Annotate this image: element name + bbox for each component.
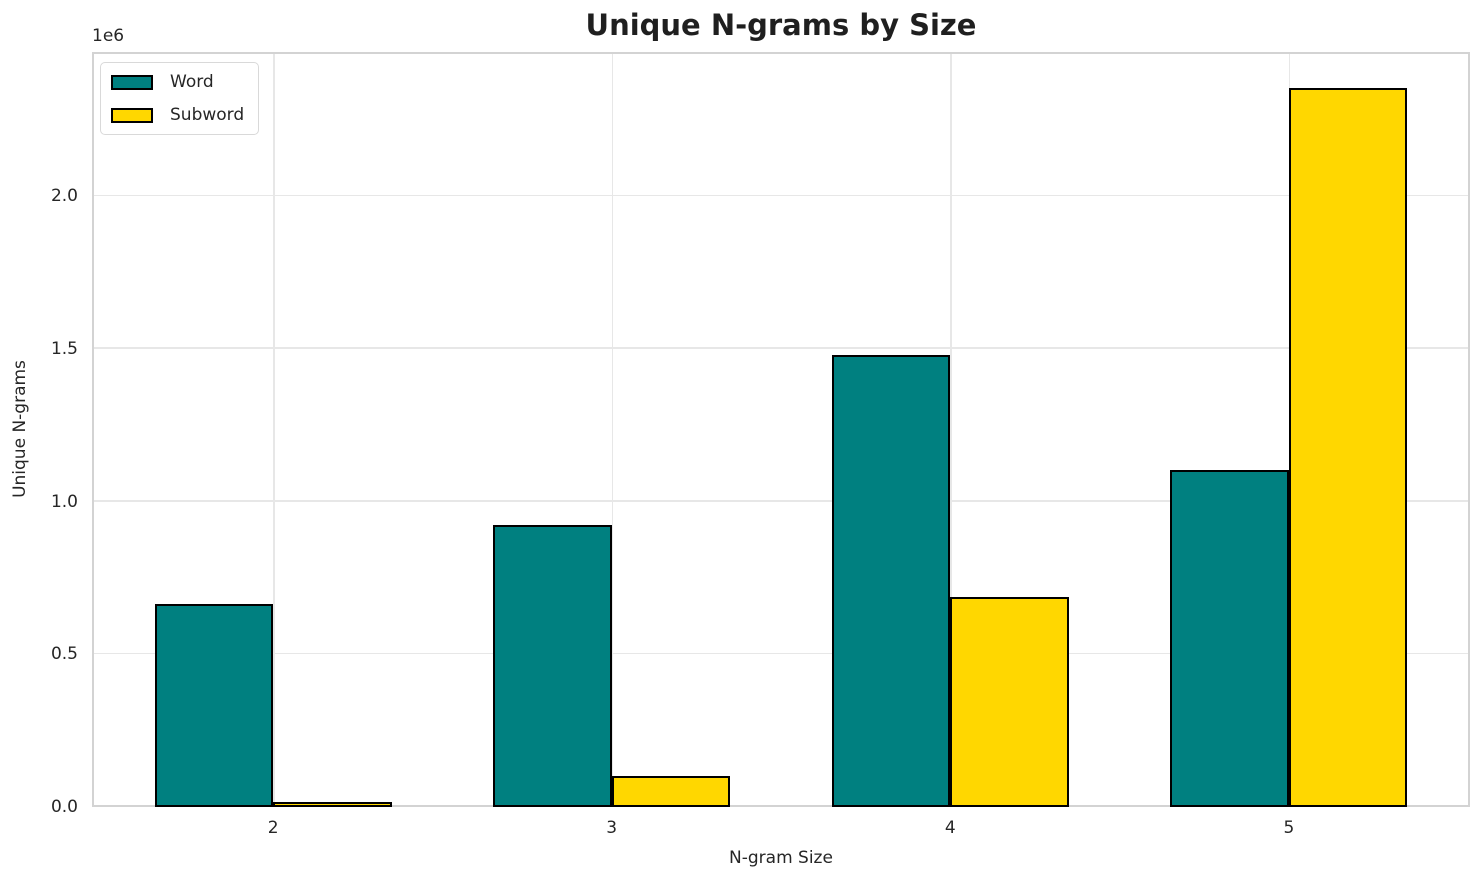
gridline-horizontal bbox=[92, 194, 1470, 197]
bar-subword-ngram-2 bbox=[273, 802, 392, 807]
x-tick-label: 2 bbox=[267, 818, 279, 838]
gridline-vertical bbox=[611, 52, 614, 807]
gridline-horizontal bbox=[92, 347, 1470, 349]
bar-word-ngram-4 bbox=[831, 354, 951, 807]
y-tick-label: 2.0 bbox=[50, 186, 78, 207]
y-tick-label: 1.0 bbox=[50, 491, 78, 512]
bar-subword-ngram-5 bbox=[1288, 88, 1408, 807]
gridline-vertical bbox=[273, 52, 275, 807]
bar-word-ngram-5 bbox=[1170, 469, 1289, 807]
y-axis-label: Unique N-grams bbox=[10, 360, 30, 498]
y-tick-label: 0.5 bbox=[50, 644, 78, 665]
bar-word-ngram-3 bbox=[493, 524, 612, 807]
legend-swatch-subword bbox=[111, 107, 153, 123]
legend-swatch-word bbox=[111, 74, 153, 90]
legend-item-subword: Subword bbox=[111, 105, 244, 125]
chart-title: Unique N-grams by Size bbox=[585, 8, 977, 42]
legend-label-word: Word bbox=[170, 72, 214, 92]
gridline-horizontal bbox=[92, 652, 1470, 655]
bar-subword-ngram-4 bbox=[950, 596, 1069, 807]
plot-area: Word Subword bbox=[92, 52, 1470, 807]
legend: Word Subword bbox=[100, 62, 260, 135]
y-axis-offset-text: 1e6 bbox=[92, 26, 125, 46]
legend-label-subword: Subword bbox=[170, 105, 245, 125]
x-tick-label: 4 bbox=[944, 818, 956, 838]
x-tick-label: 3 bbox=[606, 818, 618, 838]
y-tick-label: 1.5 bbox=[50, 338, 78, 359]
legend-item-word: Word bbox=[111, 72, 244, 92]
gridline-horizontal bbox=[92, 500, 1470, 502]
bar-subword-ngram-3 bbox=[611, 775, 731, 807]
bar-word-ngram-2 bbox=[154, 603, 274, 807]
y-tick-label: 0.0 bbox=[50, 797, 78, 817]
x-tick-label: 5 bbox=[1283, 818, 1295, 838]
x-axis-label: N-gram Size bbox=[729, 848, 833, 868]
gridline-vertical bbox=[950, 52, 952, 807]
